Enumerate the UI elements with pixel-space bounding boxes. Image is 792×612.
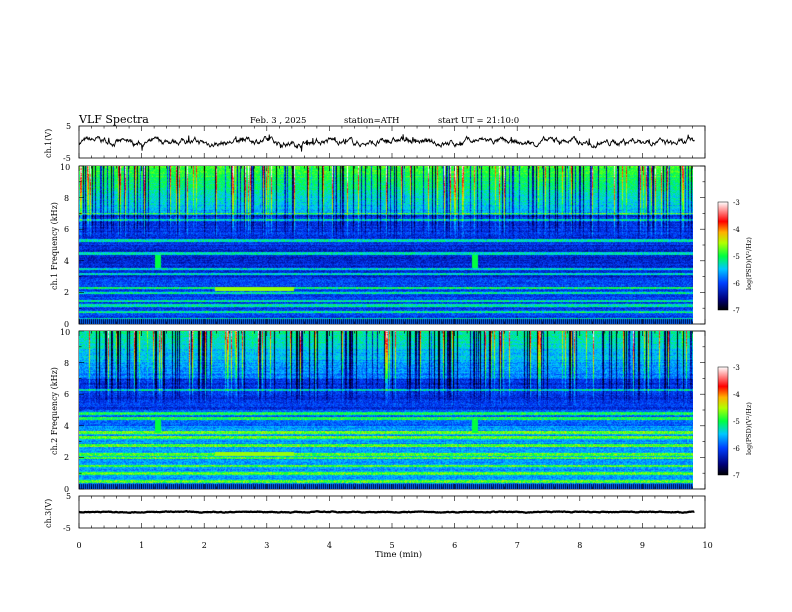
figure-title: VLF Spectra bbox=[78, 113, 149, 126]
x-tick-label-4: 4 bbox=[327, 541, 332, 550]
ch3-ytick-bottom: -5 bbox=[63, 524, 71, 533]
x-tick-label-9: 9 bbox=[640, 541, 645, 550]
x-tick-label-10: 10 bbox=[703, 541, 713, 550]
x-tick-label-7: 7 bbox=[515, 541, 520, 550]
ch2-cbar-label: log(PSD)(V²/Hz) bbox=[745, 402, 753, 455]
ch2-cbar-tick-7: -7 bbox=[733, 472, 740, 480]
x-tick-label-2: 2 bbox=[202, 541, 207, 550]
station-label: station=ATH bbox=[344, 116, 399, 126]
ch1-cbar-tick-4: -4 bbox=[733, 226, 740, 234]
start-time-label: start UT = 21:10:0 bbox=[438, 116, 519, 126]
ch1-ytick-8: 8 bbox=[64, 194, 69, 203]
x-axis-label: Time (min) bbox=[375, 549, 422, 560]
ch1-ytick-top: 5 bbox=[66, 122, 71, 131]
date-label: Feb. 3 , 2025 bbox=[250, 116, 306, 126]
ch2-spectrogram-image bbox=[79, 331, 693, 489]
ch3-ylabel: ch.3(V) bbox=[44, 499, 53, 528]
ch2-cbar-tick-3: -3 bbox=[733, 364, 740, 372]
ch1-spectrogram-panel: 0 2 4 6 8 10 ch.1 Frequency (kHz) -3 -4 … bbox=[50, 163, 753, 329]
ch2-spectrogram-panel: 0 2 4 6 8 10 ch.2 Frequency (kHz) -3 -4 … bbox=[50, 328, 753, 494]
ch2-ytick-8: 8 bbox=[64, 359, 69, 368]
ch2-ytick-2: 2 bbox=[64, 453, 69, 462]
ch1-waveform-line bbox=[78, 134, 695, 152]
ch1-ytick-0: 0 bbox=[64, 320, 69, 329]
ch3-waveform-line bbox=[78, 510, 695, 514]
ch1-waveform-panel: 5 -5 ch.1(V) bbox=[44, 122, 706, 163]
axis-ticks bbox=[78, 126, 706, 528]
ch1-cbar-tick-7: -7 bbox=[733, 307, 740, 315]
x-tick-label-3: 3 bbox=[264, 541, 269, 550]
ch1-ylabel: ch.1 Frequency (kHz) bbox=[50, 202, 59, 290]
ch1-colorbar bbox=[717, 201, 729, 311]
x-tick-labels: 0 1 2 3 4 5 6 7 8 9 10 bbox=[77, 541, 713, 550]
ch1-ytick-4: 4 bbox=[64, 257, 69, 266]
ch1-cbar-tick-3: -3 bbox=[733, 199, 740, 207]
x-tick-label-6: 6 bbox=[452, 541, 457, 550]
x-tick-label-1: 1 bbox=[139, 541, 144, 550]
ch2-cbar-tick-5: -5 bbox=[733, 418, 740, 426]
ch1-spectrogram-image bbox=[79, 166, 693, 324]
ch3-ytick-top: 5 bbox=[66, 492, 71, 501]
ch2-ytick-6: 6 bbox=[64, 390, 69, 399]
ch1-ylabel: ch.1(V) bbox=[44, 129, 53, 158]
ch1-ytick-bottom: -5 bbox=[63, 154, 71, 163]
ch2-colorbar bbox=[717, 366, 729, 476]
ch1-cbar-tick-6: -6 bbox=[733, 280, 740, 288]
x-tick-label-8: 8 bbox=[577, 541, 582, 550]
x-tick-label-0: 0 bbox=[77, 541, 82, 550]
ch2-ytick-4: 4 bbox=[64, 422, 69, 431]
ch1-ytick-2: 2 bbox=[64, 288, 69, 297]
ch1-ytick-10: 10 bbox=[60, 163, 70, 172]
ch2-cbar-tick-6: -6 bbox=[733, 445, 740, 453]
ch3-waveform-panel: 5 -5 ch.3(V) bbox=[44, 492, 706, 533]
x-tick-label-5: 5 bbox=[390, 541, 395, 550]
ch2-ylabel: ch.2 Frequency (kHz) bbox=[50, 367, 59, 455]
ch2-ytick-0: 0 bbox=[64, 485, 69, 494]
ch1-cbar-tick-5: -5 bbox=[733, 253, 740, 261]
ch1-ytick-6: 6 bbox=[64, 225, 69, 234]
ch2-cbar-tick-4: -4 bbox=[733, 391, 740, 399]
ch1-cbar-label: log(PSD)(V²/Hz) bbox=[745, 237, 753, 290]
ch2-ytick-10: 10 bbox=[60, 328, 70, 337]
